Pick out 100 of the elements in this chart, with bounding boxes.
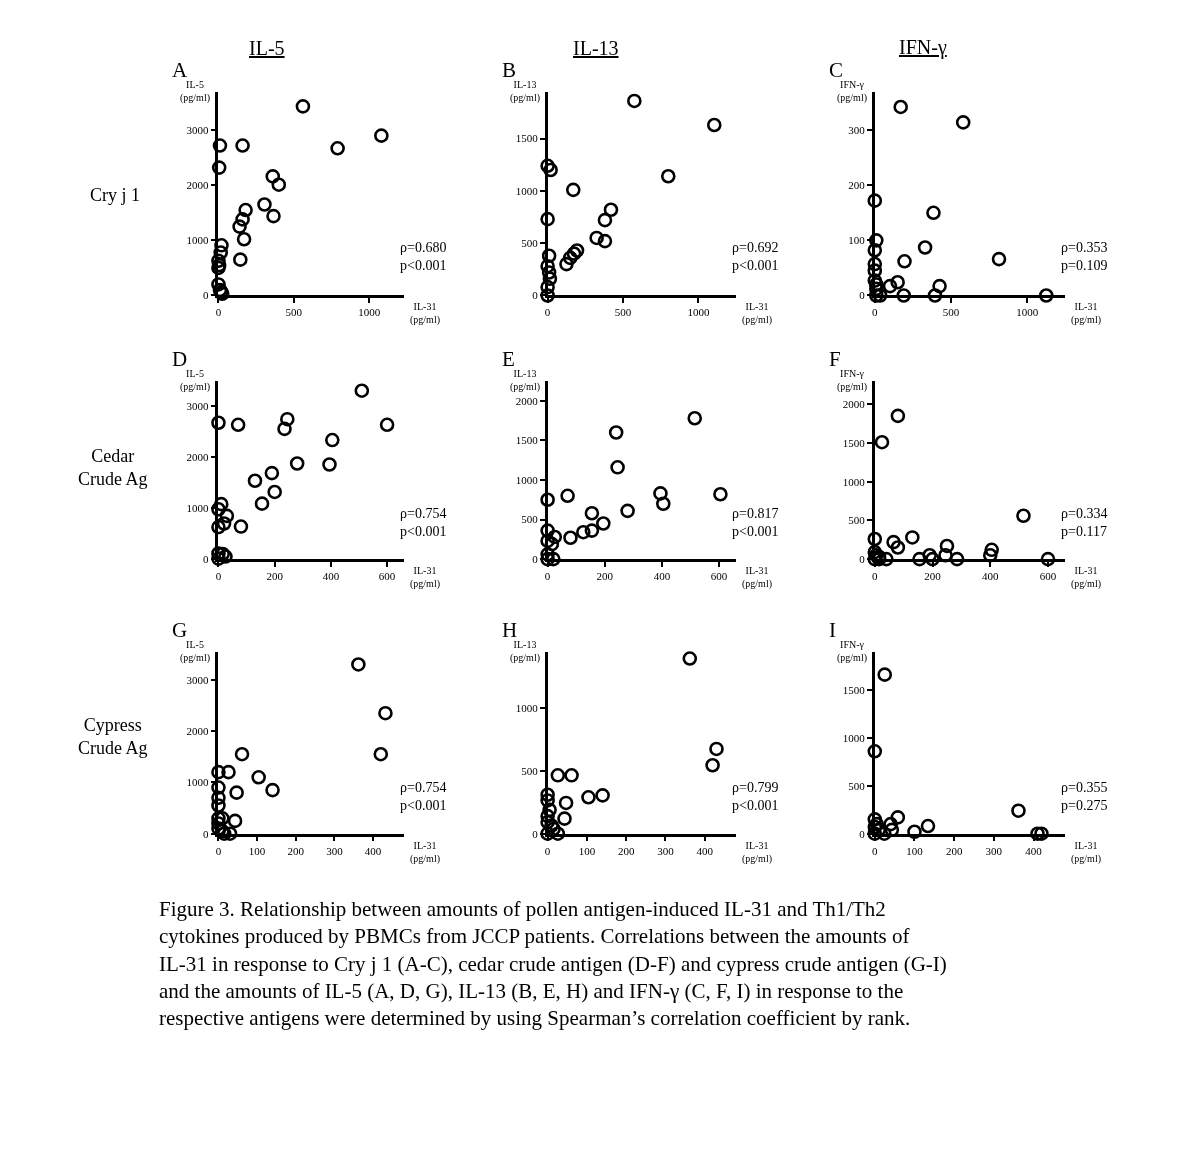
x-axis-title: IL-31 (pg/ml) [742, 565, 772, 590]
x-tick-label: 200 [287, 844, 305, 857]
y-tick-label: 200 [848, 179, 866, 192]
x-tick-label: 200 [945, 844, 963, 857]
annotation: p<0.001 [732, 798, 779, 814]
y-tick-label: 2000 [842, 398, 866, 411]
x-tick-label: 300 [985, 844, 1003, 857]
x-tick-label: 400 [696, 844, 714, 857]
x-tick-label: 600 [1039, 570, 1057, 583]
chart-title: C [829, 58, 844, 82]
text: Cypress Crude Ag [78, 715, 148, 759]
y-tick-label: 3000 [186, 673, 209, 686]
text: Cry j 1 [90, 185, 141, 205]
x-tick-label: 500 [285, 306, 303, 319]
chart-title: B [502, 58, 517, 82]
x-axis-title: IL-31 (pg/ml) [410, 301, 440, 326]
annotation: ρ=0.799 [732, 780, 779, 795]
y-axis-title: IFN-γ (pg/ml) [837, 79, 867, 104]
y-tick-label: 1500 [515, 434, 539, 447]
x-tick-label: 200 [924, 570, 942, 583]
x-axis-title: IL-31 (pg/ml) [1071, 840, 1101, 865]
x-tick-label: 1000 [358, 306, 381, 319]
y-axis-title: IL-5 (pg/ml) [180, 639, 210, 664]
annotation: p<0.001 [732, 258, 779, 274]
x-tick-label: 100 [578, 844, 596, 857]
x-tick-label: 200 [596, 570, 614, 583]
x-tick-label: 600 [710, 570, 728, 583]
chart-title: G [172, 618, 188, 642]
x-tick-label: 100 [248, 844, 266, 857]
x-axis-title: IL-31 (pg/ml) [1071, 301, 1101, 326]
annotation: ρ=0.754 [400, 506, 447, 521]
x-axis-title: IL-31 (pg/ml) [410, 565, 440, 590]
annotation: ρ=0.355 [1061, 780, 1108, 795]
text: Cedar Crude Ag [78, 446, 148, 490]
x-tick-label: 0 [215, 306, 222, 319]
y-tick-label: 0 [859, 827, 866, 840]
annotation: p=0.275 [1061, 798, 1108, 814]
chart-title: I [829, 618, 836, 642]
x-tick-label: 400 [1025, 844, 1043, 857]
y-tick-label: 0 [859, 552, 866, 565]
y-tick-label: 1000 [842, 475, 866, 488]
annotation: ρ=0.692 [732, 240, 779, 255]
y-axis-title: IFN-γ (pg/ml) [837, 368, 867, 393]
x-tick-label: 100 [906, 844, 924, 857]
y-tick-label: 1000 [515, 473, 539, 486]
y-tick-label: 0 [203, 827, 209, 840]
x-tick-label: 200 [617, 844, 635, 857]
y-tick-label: 500 [848, 514, 866, 527]
x-tick-label: 0 [872, 570, 879, 583]
x-axis-title: IL-31 (pg/ml) [742, 840, 772, 865]
x-tick-label: 600 [378, 570, 396, 583]
x-tick-label: 0 [215, 844, 222, 857]
y-tick-label: 1500 [842, 683, 866, 696]
y-tick-label: 0 [532, 552, 539, 565]
y-tick-label: 1000 [842, 731, 866, 744]
annotation: p=0.117 [1061, 524, 1107, 540]
y-tick-label: 2000 [186, 724, 209, 737]
y-tick-label: 0 [203, 552, 209, 565]
y-axis-title: IL-13 (pg/ml) [510, 368, 540, 393]
text: IFN-γ [899, 36, 947, 59]
y-axis-title: IL-5 (pg/ml) [180, 368, 210, 393]
annotation: ρ=0.353 [1061, 240, 1108, 255]
x-tick-label: 400 [364, 844, 382, 857]
caption: Figure 3. Relationship between amounts of pollen antigen-induced IL-31 and Th1/Th2 cytokines produced by PBMCs from JCCP patients. Correlations between the amounts of IL-31 in response to Cry j 1 (A-C), cedar crude antigen (D-F) and cypress crude antigen (G-I) and the amounts of IL-5 (A, D, G), IL-13 (B, E, H) and IFN-γ (C, F, I) in response to the respective antigens were determined by using Spearman’s correlation coefficient by rank. [159, 897, 947, 1031]
y-tick-label: 3000 [186, 123, 209, 136]
chart-title: F [829, 347, 841, 371]
y-tick-label: 300 [848, 123, 866, 136]
annotation: ρ=0.334 [1061, 506, 1108, 521]
annotation: ρ=0.817 [732, 506, 779, 521]
y-tick-label: 500 [848, 779, 866, 792]
y-tick-label: 1500 [515, 132, 539, 145]
x-tick-label: 300 [326, 844, 344, 857]
y-tick-label: 0 [203, 289, 209, 302]
x-tick-label: 400 [653, 570, 671, 583]
x-tick-label: 0 [544, 844, 551, 857]
y-tick-label: 1500 [842, 436, 866, 449]
y-tick-label: 2000 [186, 179, 209, 192]
chart-title: E [502, 347, 515, 371]
x-tick-label: 0 [544, 306, 551, 319]
y-axis-title: IFN-γ (pg/ml) [837, 639, 867, 664]
x-tick-label: 1000 [687, 306, 710, 319]
x-tick-label: 200 [266, 570, 284, 583]
annotation: ρ=0.680 [400, 240, 447, 255]
chart-title: A [172, 58, 188, 82]
y-axis-title: IL-13 (pg/ml) [510, 79, 540, 104]
text: IL-13 [573, 37, 619, 59]
text: IL-5 [249, 37, 285, 59]
y-tick-label: 1000 [186, 776, 209, 789]
annotation: p<0.001 [732, 524, 779, 540]
y-tick-label: 1000 [515, 701, 539, 714]
y-tick-label: 1000 [186, 502, 209, 515]
annotation: p<0.001 [400, 798, 447, 814]
y-tick-label: 100 [848, 234, 866, 247]
y-tick-label: 2000 [186, 451, 209, 464]
x-tick-label: 300 [657, 844, 675, 857]
annotation: p<0.001 [400, 258, 447, 274]
x-tick-label: 400 [982, 570, 1000, 583]
annotation: p<0.001 [400, 524, 447, 540]
y-tick-label: 500 [521, 764, 539, 777]
x-tick-label: 500 [614, 306, 632, 319]
